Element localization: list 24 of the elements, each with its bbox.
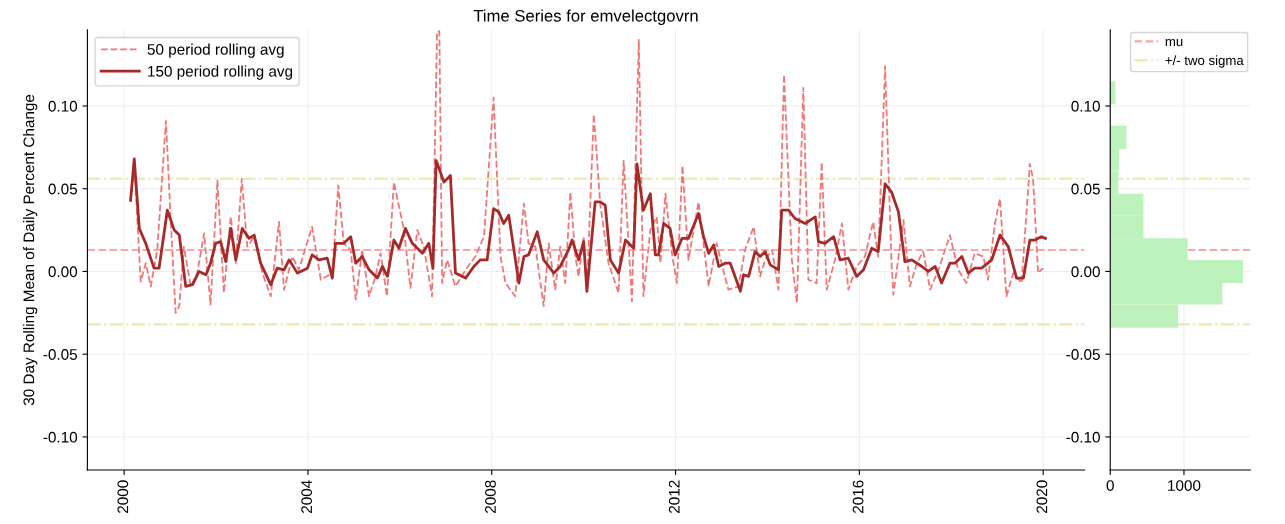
x-tick-label: 2020 bbox=[1036, 480, 1048, 513]
chart-title: Time Series for emvelectgovrn bbox=[473, 9, 698, 25]
y-tick-label: -0.10 bbox=[43, 431, 78, 443]
x-tick-label: 2000 bbox=[117, 480, 129, 513]
legend-label: mu bbox=[1165, 38, 1183, 47]
x-tick-label: 1000 bbox=[1168, 480, 1201, 491]
legend-label: 50 period rolling avg bbox=[147, 43, 284, 58]
y-tick-label: 0.10 bbox=[48, 100, 78, 112]
x-tick-label: 2004 bbox=[301, 480, 313, 513]
x-tick-label: 0 bbox=[1106, 480, 1114, 491]
legend-label: 150 period rolling avg bbox=[148, 65, 293, 80]
y-tick-label: 0.05 bbox=[48, 183, 78, 195]
y-tick-label: -0.05 bbox=[1066, 349, 1100, 360]
x-tick-label: 2012 bbox=[668, 480, 680, 513]
x-tick-label: 2008 bbox=[485, 480, 496, 513]
y-axis-title: 30 Day Rolling Mean of Daily Percent Change bbox=[23, 94, 38, 406]
y-tick-label: 0.10 bbox=[1071, 100, 1100, 112]
y-tick-label: 0.00 bbox=[1071, 266, 1100, 278]
x-tick-label: 2016 bbox=[852, 480, 864, 513]
y-tick-label: -0.10 bbox=[1066, 431, 1100, 443]
y-tick-label: 0.00 bbox=[48, 266, 78, 278]
y-tick-label: 0.05 bbox=[1071, 183, 1100, 195]
y-tick-label: -0.05 bbox=[43, 349, 78, 360]
legend-label: +/- two sigma bbox=[1165, 55, 1244, 68]
